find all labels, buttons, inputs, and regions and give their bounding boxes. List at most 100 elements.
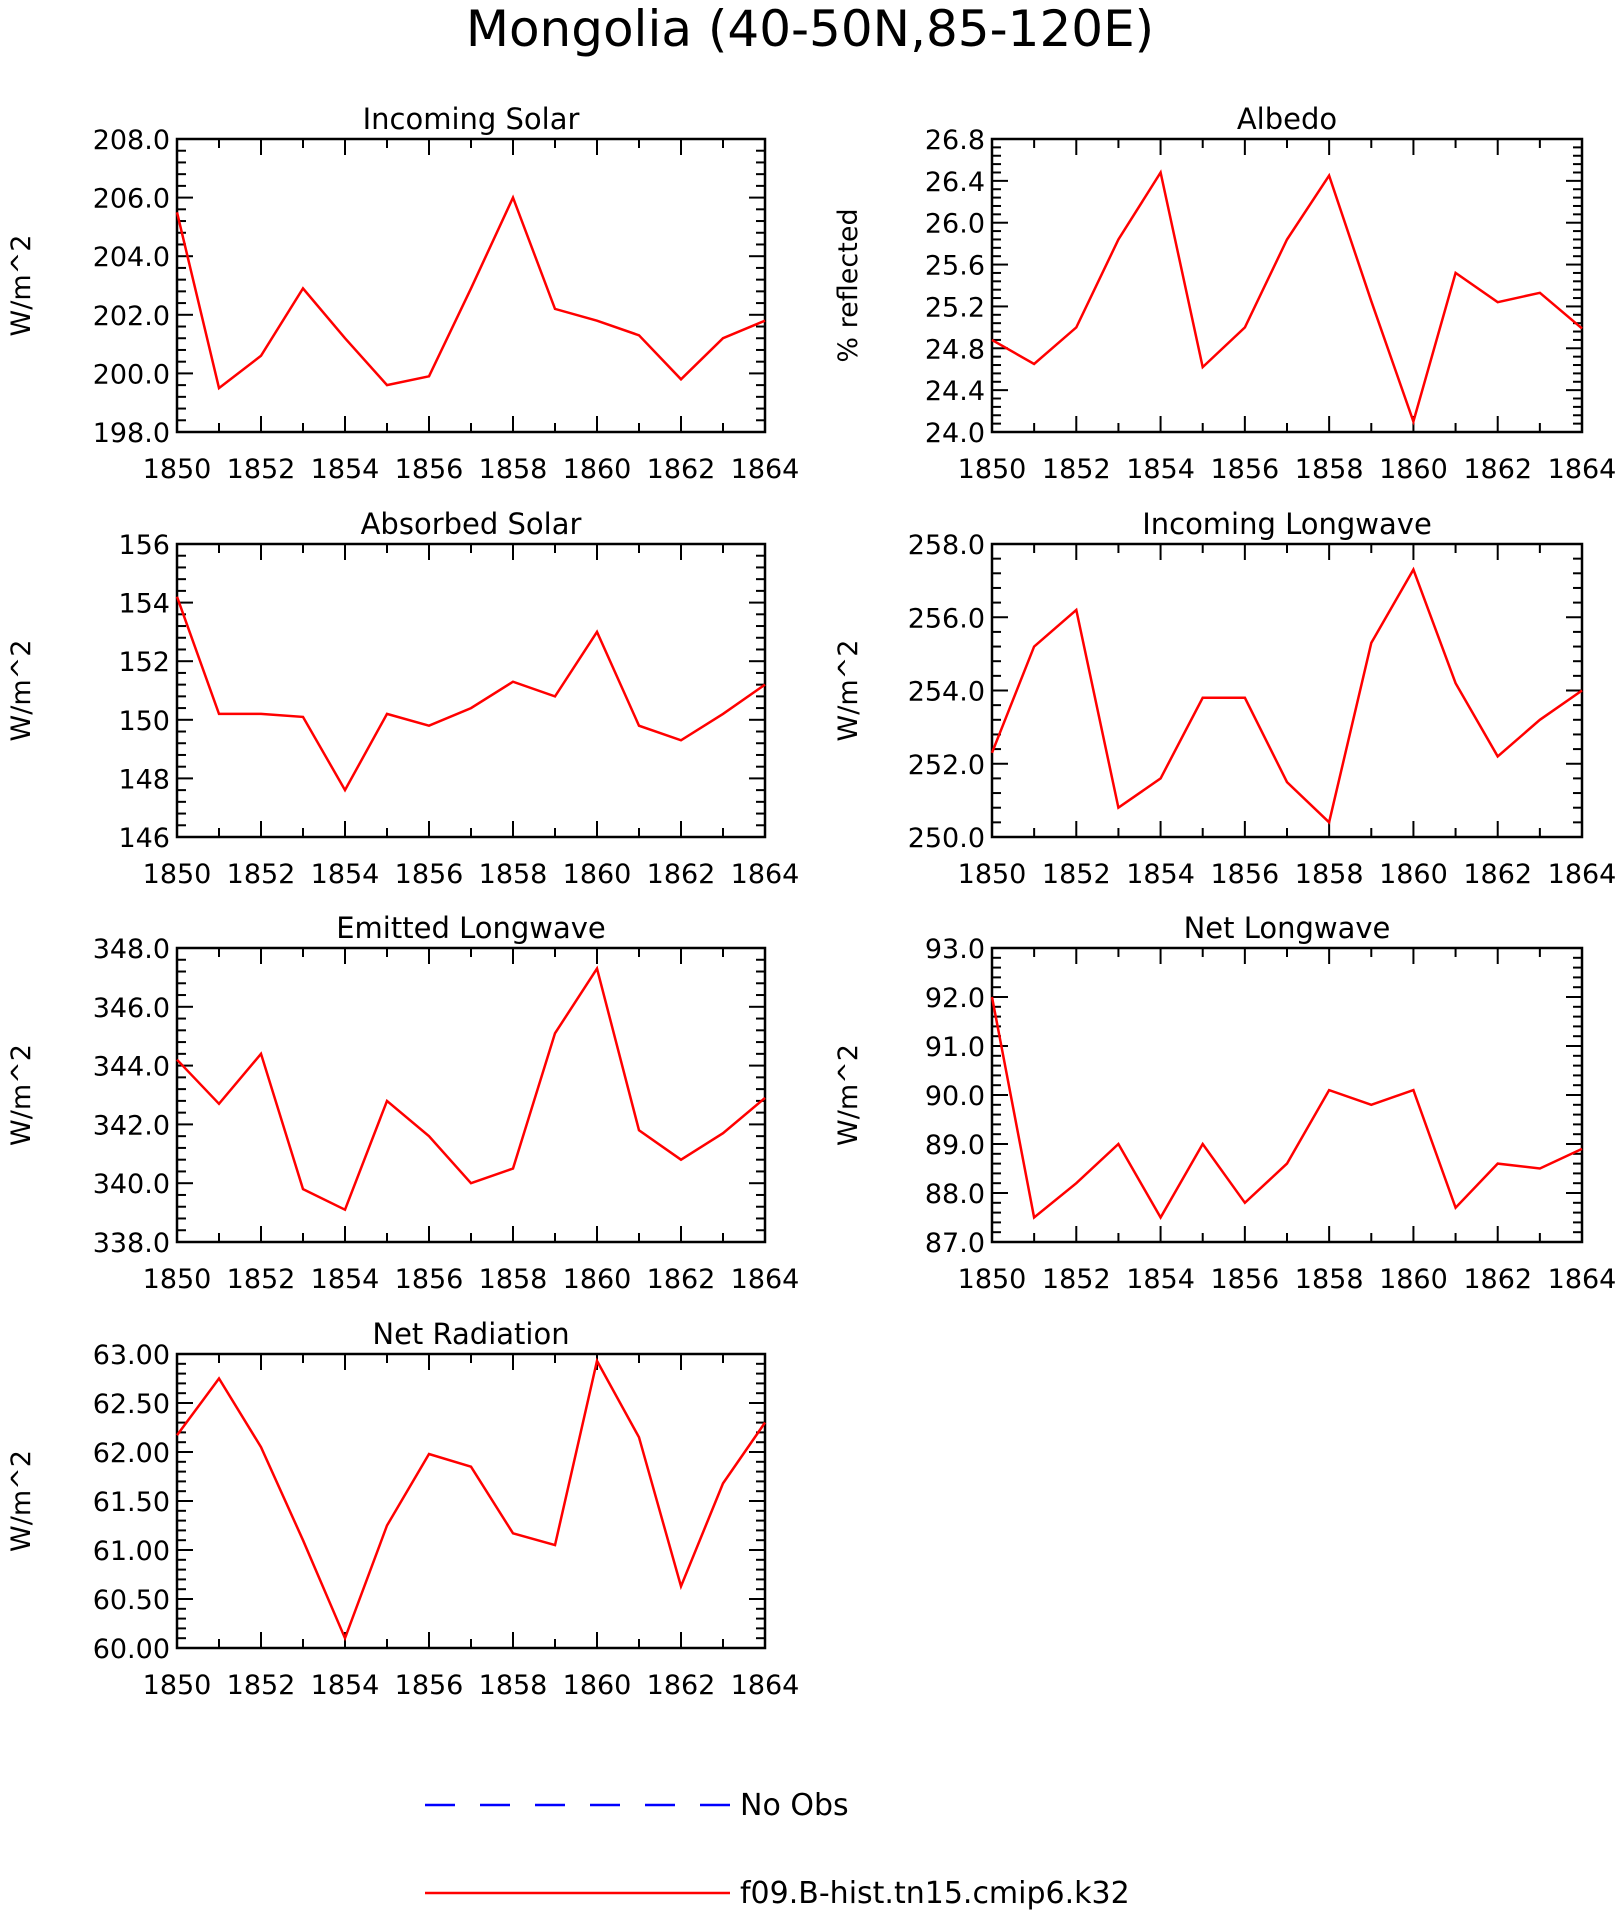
- x-tick-label: 1858: [479, 1670, 548, 1701]
- y-tick-label: 25.6: [925, 251, 985, 282]
- panel-title: Net Longwave: [1184, 911, 1391, 945]
- y-tick-label: 154: [118, 589, 170, 620]
- panel-title: Emitted Longwave: [336, 911, 606, 945]
- y-tick-label: 258.0: [908, 530, 985, 561]
- x-tick-label: 1862: [1463, 1264, 1532, 1295]
- x-tick-label: 1858: [1295, 1264, 1364, 1295]
- y-tick-label: 25.2: [925, 292, 985, 323]
- y-axis-label: W/m^2: [833, 640, 864, 742]
- plot-frame: [990, 137, 1584, 434]
- y-tick-label: 61.00: [93, 1536, 170, 1567]
- x-tick-label: 1862: [1463, 859, 1532, 890]
- y-tick-label: 200.0: [93, 359, 170, 390]
- y-tick-label: 256.0: [908, 603, 985, 634]
- panel-4: 1850 1852 1854 1856 1858 1860 1862 1864 250.0 252…: [833, 507, 1616, 890]
- series-line: [991, 169, 1583, 426]
- x-tick-label: 1852: [227, 1670, 296, 1701]
- panel-1: 1850 1852 1854 1856 1858 1860 1862 1864 198.0 200…: [6, 102, 799, 485]
- x-tick-label: 1858: [1295, 454, 1364, 485]
- x-tick-label: 1850: [958, 1264, 1027, 1295]
- panel-title: Incoming Solar: [363, 102, 580, 136]
- y-axis-label: W/m^2: [6, 1044, 37, 1146]
- x-tick-label: 1858: [479, 859, 548, 890]
- y-tick-label: 342.0: [93, 1110, 170, 1141]
- y-axis-label: % reflected: [833, 208, 864, 362]
- plot-frame: [175, 1352, 767, 1650]
- y-tick-label: 61.50: [93, 1487, 170, 1518]
- x-tick-label: 1858: [479, 1264, 548, 1295]
- x-tick-label: 1862: [647, 1670, 716, 1701]
- x-tick-label: 1864: [731, 1670, 800, 1701]
- x-tick-label: 1856: [1210, 454, 1279, 485]
- y-tick-label: 26.0: [925, 209, 985, 240]
- x-tick-label: 1854: [311, 454, 380, 485]
- plot-frame: [990, 946, 1584, 1244]
- y-axis-label: W/m^2: [6, 1450, 37, 1552]
- y-tick-label: 208.0: [93, 125, 170, 156]
- y-tick-label: 250.0: [908, 823, 985, 854]
- panel-title: Net Radiation: [372, 1317, 569, 1351]
- plot-frame: [175, 946, 767, 1244]
- series-line: [990, 996, 1583, 1221]
- x-tick-label: 1852: [1042, 1264, 1111, 1295]
- y-tick-label: 91.0: [925, 1032, 985, 1063]
- x-tick-label: 1862: [647, 454, 716, 485]
- x-tick-label: 1864: [1548, 859, 1617, 890]
- y-tick-label: 88.0: [925, 1179, 985, 1210]
- plot-frame: [175, 542, 767, 839]
- y-tick-label: 89.0: [925, 1130, 985, 1161]
- x-tick-label: 1852: [227, 454, 296, 485]
- x-tick-label: 1856: [395, 859, 464, 890]
- y-tick-label: 87.0: [925, 1228, 985, 1259]
- x-tick-label: 1858: [1295, 859, 1364, 890]
- series-line: [990, 566, 1583, 825]
- y-tick-label: 252.0: [908, 750, 985, 781]
- x-tick-label: 1854: [311, 859, 380, 890]
- series-line: [176, 965, 766, 1212]
- panel-title: Albedo: [1237, 102, 1337, 136]
- x-tick-label: 1854: [1126, 454, 1195, 485]
- x-tick-label: 1856: [395, 1670, 464, 1701]
- y-tick-label: 62.00: [93, 1438, 170, 1469]
- y-tick-label: 62.50: [93, 1389, 170, 1420]
- y-tick-label: 338.0: [93, 1228, 170, 1259]
- y-axis-label: W/m^2: [6, 235, 37, 337]
- x-tick-label: 1850: [143, 859, 212, 890]
- y-tick-label: 254.0: [908, 677, 985, 708]
- x-tick-label: 1864: [1548, 454, 1617, 485]
- y-tick-label: 340.0: [93, 1169, 170, 1200]
- panel-5: 1850 1852 1854 1856 1858 1860 1862 1864 338.0 340…: [6, 911, 799, 1295]
- x-tick-label: 1852: [1042, 454, 1111, 485]
- x-tick-label: 1860: [563, 1264, 632, 1295]
- x-tick-label: 1860: [563, 1670, 632, 1701]
- x-tick-label: 1860: [563, 454, 632, 485]
- y-axis-label: W/m^2: [833, 1044, 864, 1146]
- x-tick-label: 1860: [563, 859, 632, 890]
- panel-title: Incoming Longwave: [1142, 507, 1432, 541]
- x-tick-label: 1854: [1126, 1264, 1195, 1295]
- x-tick-label: 1852: [227, 1264, 296, 1295]
- series-line: [175, 596, 766, 793]
- figure-title: Mongolia (40-50N,85-120E): [466, 0, 1154, 58]
- x-tick-label: 1860: [1379, 1264, 1448, 1295]
- x-tick-label: 1850: [143, 1264, 212, 1295]
- y-tick-label: 156: [118, 530, 170, 561]
- x-tick-label: 1864: [731, 1264, 800, 1295]
- plot-frame: [990, 542, 1584, 839]
- x-tick-label: 1854: [1126, 859, 1195, 890]
- y-tick-label: 198.0: [93, 418, 170, 449]
- x-tick-label: 1856: [1210, 859, 1279, 890]
- y-axis-label: W/m^2: [6, 640, 37, 742]
- panel-3: 1850 1852 1854 1856 1858 1860 1862 1864 146 148 15…: [6, 507, 799, 890]
- y-tick-label: 60.00: [93, 1634, 170, 1665]
- x-tick-label: 1850: [143, 454, 212, 485]
- panel-7: 1850 1852 1854 1856 1858 1860 1862 1864 60.00 60.…: [6, 1317, 799, 1701]
- x-tick-label: 1852: [1042, 859, 1111, 890]
- panel-6: 1850 1852 1854 1856 1858 1860 1862 1864 87.0 88.0…: [833, 911, 1616, 1295]
- x-tick-label: 1864: [1548, 1264, 1617, 1295]
- y-tick-label: 346.0: [93, 993, 170, 1024]
- y-tick-label: 60.50: [93, 1585, 170, 1616]
- x-tick-label: 1850: [958, 859, 1027, 890]
- x-tick-label: 1856: [1210, 1264, 1279, 1295]
